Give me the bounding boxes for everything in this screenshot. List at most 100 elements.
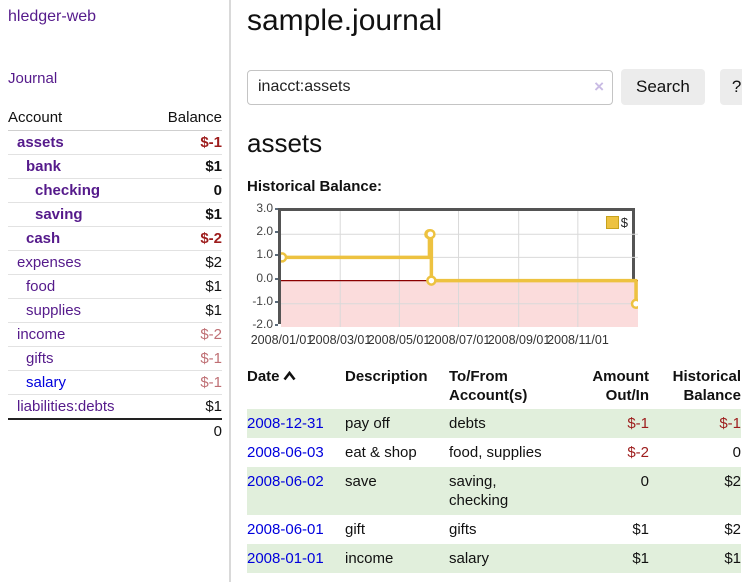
account-link-bank[interactable]: bank	[26, 158, 62, 175]
y-tick-mark	[275, 301, 278, 303]
transaction-balance: $1	[724, 550, 741, 567]
y-tick-mark	[275, 254, 278, 256]
register-header-date-label: Date	[247, 368, 280, 385]
register-header-description: Description	[345, 368, 428, 385]
transaction-balance: $2	[724, 473, 741, 490]
account-row: expenses $2	[8, 251, 222, 275]
account-balance: $-1	[200, 350, 222, 367]
nav-journal-link[interactable]: Journal	[8, 70, 58, 87]
account-row: salary $-1	[8, 371, 222, 395]
transaction-date-link[interactable]: 2008-06-03	[247, 444, 324, 461]
sidebar: hledger-web Journal Account Balance asse…	[0, 0, 231, 582]
account-row: checking 0	[8, 179, 222, 203]
brand: hledger-web	[8, 8, 222, 26]
transaction-balance: $2	[724, 521, 741, 538]
register-row: 2008-12-31 pay off debts $-1 $-1	[247, 409, 741, 438]
account-balance: $-1	[200, 374, 222, 391]
help-button[interactable]: ?	[719, 69, 742, 105]
account-row: liabilities:debts $1	[8, 395, 222, 419]
account-link-expenses[interactable]: expenses	[17, 254, 82, 271]
register-row: 2008-01-01 income salary $1 $1	[247, 544, 741, 573]
chart-plot-area: $	[278, 208, 638, 327]
accounts-table: Account Balance assets $-1 bank $1 checking 0…	[8, 106, 222, 442]
account-row: saving $1	[8, 203, 222, 227]
y-tick-label: -1.0	[252, 294, 273, 308]
register-header-balance: Historical Balance	[672, 368, 741, 404]
transaction-date-link[interactable]: 2008-01-01	[247, 550, 324, 567]
x-tick-label: 2008/05/01	[367, 333, 431, 347]
account-balance: $-2	[200, 230, 222, 247]
accounts-table-header: Account Balance	[8, 106, 222, 131]
account-row: assets $-1	[8, 131, 222, 155]
account-row: gifts $-1	[8, 347, 222, 371]
account-row: cash $-2	[8, 227, 222, 251]
x-tick-label: 2008/07/01	[427, 333, 491, 347]
account-link-checking[interactable]: checking	[35, 182, 101, 199]
account-link-salary[interactable]: salary	[26, 374, 67, 391]
historical-balance-chart: 3.0 2.0 1.0 0.0 -1.0 -2.0 $ 2008/01/01 2008/03…	[247, 201, 742, 348]
register-row: 2008-06-03 eat & shop food, supplies $-2 0	[247, 438, 741, 467]
chart-title: Historical Balance:	[247, 178, 383, 195]
transaction-description: save	[345, 473, 377, 490]
transaction-date-link[interactable]: 2008-12-31	[247, 415, 324, 432]
register-row: 2008-06-01 gift gifts $1 $2	[247, 515, 741, 544]
account-row: income $-2	[8, 323, 222, 347]
search-button[interactable]: Search	[621, 69, 705, 105]
account-link-liabilities-debts[interactable]: liabilities:debts	[17, 398, 115, 415]
legend-swatch-icon	[605, 216, 619, 229]
sort-asc-icon	[282, 370, 296, 381]
transaction-description: eat & shop	[345, 444, 417, 461]
register-header-amount: Amount Out/In	[592, 368, 649, 404]
accounts-header-balance: Balance	[167, 109, 222, 126]
transaction-amount: $1	[632, 521, 649, 538]
account-link-saving[interactable]: saving	[35, 206, 83, 223]
data-point-marker	[630, 298, 638, 310]
brand-link[interactable]: hledger-web	[8, 8, 97, 25]
transaction-balance: 0	[732, 444, 741, 461]
accounts-rows: assets $-1 bank $1 checking 0 saving $1 cash $-2 e…	[8, 131, 222, 419]
main-content: sample.journal × Search ? assets Histori…	[231, 0, 742, 582]
transaction-accounts: saving, checking	[449, 473, 509, 509]
transaction-description: income	[345, 550, 394, 567]
search-form: × Search ?	[247, 69, 742, 105]
account-link-gifts[interactable]: gifts	[26, 350, 54, 367]
y-tick-mark	[275, 324, 278, 326]
data-point-marker	[426, 275, 437, 286]
register-header-date[interactable]: Date	[247, 365, 345, 409]
transaction-description: gift	[345, 521, 366, 538]
transaction-balance: $-1	[719, 415, 741, 432]
account-row: supplies $1	[8, 299, 222, 323]
legend-label: $	[620, 215, 628, 230]
account-link-supplies[interactable]: supplies	[26, 302, 82, 319]
account-balance: $1	[205, 398, 222, 415]
y-tick-mark	[275, 278, 278, 280]
x-tick-label: 2008/11/01	[547, 333, 609, 347]
account-link-cash[interactable]: cash	[26, 230, 61, 247]
accounts-total-value: 0	[213, 422, 222, 440]
y-tick-label: -2.0	[252, 317, 273, 331]
transaction-accounts: food, supplies	[449, 444, 542, 461]
register-header-row: Date Description To/From Account(s) Amou…	[247, 365, 741, 409]
account-balance: $1	[205, 302, 222, 319]
transaction-date-link[interactable]: 2008-06-01	[247, 521, 324, 538]
account-row: food $1	[8, 275, 222, 299]
sidebar-nav: Journal	[8, 70, 222, 88]
chart-legend: $	[605, 215, 628, 230]
account-link-food[interactable]: food	[26, 278, 56, 295]
y-tick-label: 1.0	[256, 247, 273, 261]
clear-search-icon[interactable]: ×	[594, 76, 604, 96]
account-link-income[interactable]: income	[17, 326, 66, 343]
y-tick-mark	[275, 231, 278, 233]
account-balance: 0	[213, 182, 222, 199]
y-tick-mark	[275, 208, 278, 210]
y-tick-label: 0.0	[256, 271, 273, 285]
x-tick-label: 2008/09/01	[487, 333, 551, 347]
accounts-header-account: Account	[8, 109, 63, 126]
account-balance: $-2	[200, 326, 222, 343]
account-link-assets[interactable]: assets	[17, 134, 64, 151]
register-header-accounts: To/From Account(s)	[449, 368, 528, 404]
transaction-date-link[interactable]: 2008-06-02	[247, 473, 324, 490]
transaction-accounts: gifts	[449, 521, 477, 538]
search-input[interactable]	[247, 69, 613, 105]
